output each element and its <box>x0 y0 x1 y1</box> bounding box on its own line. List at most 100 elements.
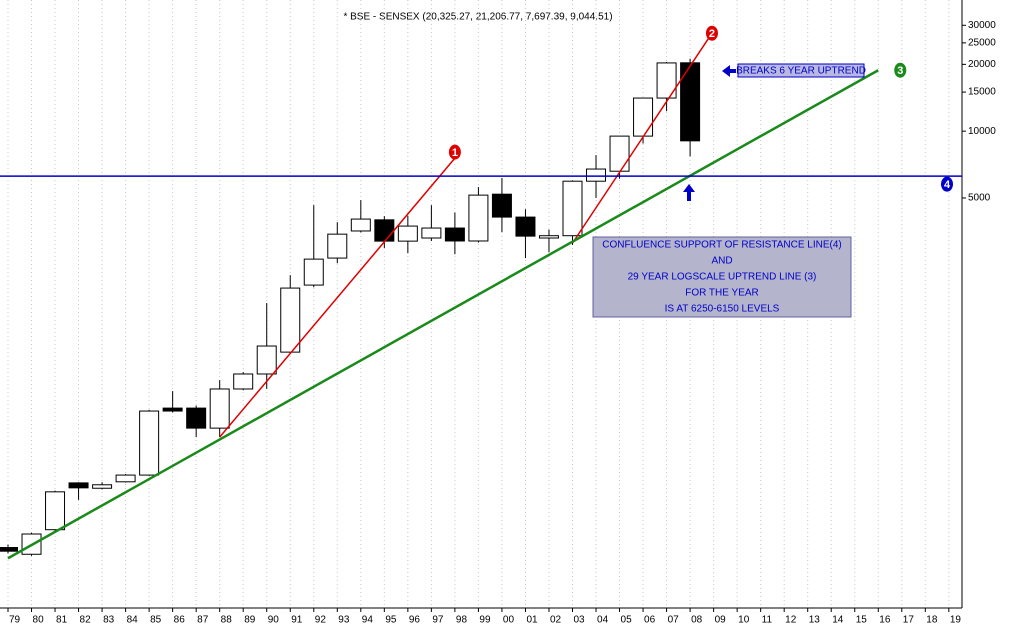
candle-body <box>609 135 630 172</box>
candle-body <box>515 216 536 237</box>
x-tick-label: 02 <box>550 615 562 626</box>
candle-body <box>421 227 442 239</box>
line-marker-label: 1 <box>452 147 458 159</box>
candle-body <box>397 225 418 242</box>
x-tick-label: 01 <box>526 615 538 626</box>
x-tick-label: 84 <box>127 615 139 626</box>
candle-body <box>256 345 277 375</box>
candle-body <box>633 97 654 137</box>
candle-body <box>656 62 677 99</box>
note-line: CONFLUENCE SUPPORT OF RESISTANCE LINE(4) <box>602 240 842 251</box>
x-tick-label: 11 <box>762 615 773 626</box>
x-tick-label: 16 <box>879 615 891 626</box>
trendline <box>7 69 879 560</box>
x-tick-label: 18 <box>926 615 938 626</box>
trendline <box>219 157 456 438</box>
x-tick-label: 10 <box>738 615 750 626</box>
note-line: 29 YEAR LOGSCALE UPTREND LINE (3) <box>628 272 817 283</box>
candle-body <box>139 410 160 476</box>
x-tick-label: 04 <box>597 615 609 626</box>
x-tick-label: 12 <box>785 615 797 626</box>
x-tick-label: 83 <box>103 615 115 626</box>
x-tick-label: 99 <box>479 615 491 626</box>
candle-body <box>491 193 512 218</box>
x-tick-label: 19 <box>950 615 962 626</box>
x-tick-label: 92 <box>315 615 327 626</box>
line-marker <box>448 144 461 160</box>
candle-body <box>280 287 301 353</box>
candle-body <box>186 407 207 429</box>
x-tick-label: 03 <box>573 615 585 626</box>
candle-body <box>374 219 395 242</box>
y-tick-label: 5000 <box>968 193 991 204</box>
line-marker-label: 4 <box>944 179 951 191</box>
x-tick-label: 85 <box>150 615 162 626</box>
annotation-text: BREAKS 6 YEAR UPTREND <box>736 66 866 77</box>
x-tick-label: 82 <box>80 615 92 626</box>
note-line: AND <box>711 256 732 267</box>
line-marker <box>941 176 953 192</box>
x-tick-label: 13 <box>809 615 821 626</box>
line-marker-label: 3 <box>897 65 903 77</box>
x-tick-label: 95 <box>385 615 397 626</box>
annotation-box <box>737 63 865 78</box>
x-tick-label: 91 <box>291 615 303 626</box>
y-tick-label: 25000 <box>968 37 996 48</box>
x-tick-label: 98 <box>456 615 468 626</box>
x-tick-label: 96 <box>409 615 421 626</box>
y-tick-label: 20000 <box>968 59 996 70</box>
candle-body <box>209 388 230 429</box>
candle-body <box>444 227 465 242</box>
candle-body <box>468 194 489 242</box>
note-line: FOR THE YEAR <box>685 288 759 299</box>
line-marker <box>894 62 907 78</box>
candle-body <box>92 484 113 489</box>
candle-body <box>680 62 701 142</box>
chart-title: * BSE - SENSEX (20,325.27, 21,206.77, 7,… <box>343 12 612 23</box>
x-tick-label: 14 <box>832 615 844 626</box>
line-marker <box>705 25 718 41</box>
candle-body <box>327 233 348 259</box>
y-tick-label: 10000 <box>968 126 996 137</box>
line-marker-label: 2 <box>709 28 715 40</box>
x-tick-label: 08 <box>691 615 703 626</box>
x-tick-label: 15 <box>856 615 868 626</box>
x-tick-label: 05 <box>621 615 633 626</box>
x-tick-label: 17 <box>903 615 915 626</box>
trendline <box>571 32 713 244</box>
x-tick-label: 79 <box>9 615 21 626</box>
x-tick-label: 97 <box>432 615 444 626</box>
candle-body <box>586 168 607 182</box>
candle-body <box>562 180 583 237</box>
candle-body <box>303 258 324 286</box>
x-tick-label: 07 <box>668 615 680 626</box>
x-tick-label: 94 <box>362 615 374 626</box>
x-tick-label: 09 <box>715 615 727 626</box>
y-tick-label: 30000 <box>968 20 996 31</box>
candle-body <box>162 407 183 412</box>
x-tick-label: 87 <box>197 615 209 626</box>
x-tick-label: 90 <box>268 615 280 626</box>
y-tick-label: 15000 <box>968 87 996 98</box>
arrow-left <box>722 65 736 77</box>
note-line: IS AT 6250-6150 LEVELS <box>665 304 780 315</box>
x-tick-label: 80 <box>33 615 45 626</box>
candle-body <box>538 235 559 239</box>
x-tick-label: 86 <box>174 615 186 626</box>
candle-body <box>115 474 136 483</box>
annotations: BREAKS 6 YEAR UPTREND CONFLUENCE SUPPORT… <box>592 63 866 318</box>
x-tick-label: 93 <box>338 615 350 626</box>
candle-body <box>0 547 18 552</box>
x-tick-label: 89 <box>244 615 256 626</box>
x-tick-label: 81 <box>56 615 68 626</box>
note-box <box>592 236 852 318</box>
arrow-up <box>683 184 695 201</box>
x-tick-label: 88 <box>221 615 233 626</box>
candle-body <box>68 482 89 489</box>
candle-body <box>233 373 254 390</box>
candle-body <box>350 218 371 232</box>
x-tick-label: 00 <box>503 615 515 626</box>
x-tick-label: 06 <box>644 615 656 626</box>
